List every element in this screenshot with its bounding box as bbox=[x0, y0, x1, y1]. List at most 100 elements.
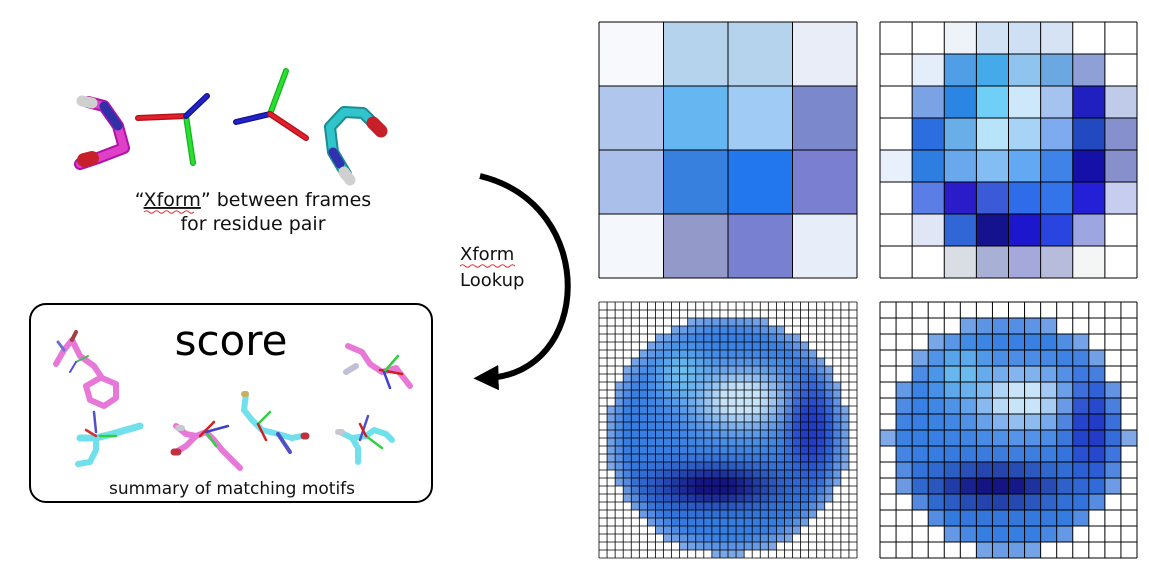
heatmap-cell bbox=[752, 318, 761, 326]
heatmap-cell bbox=[1088, 334, 1105, 350]
heatmap-cell bbox=[1008, 86, 1041, 118]
heatmap-cell bbox=[719, 422, 728, 430]
heatmap-cell bbox=[792, 470, 801, 478]
heatmap-cell bbox=[719, 550, 728, 558]
heatmap-cell bbox=[928, 494, 945, 510]
heatmap-cell bbox=[671, 430, 680, 438]
spellcheck-squiggle-1 bbox=[143, 210, 195, 214]
heatmap-cell bbox=[647, 326, 656, 334]
heatmap-cell bbox=[744, 366, 753, 374]
heatmap-cell bbox=[808, 398, 817, 406]
heatmap-cell bbox=[647, 486, 656, 494]
heatmap-cell bbox=[1072, 478, 1089, 494]
heatmap-cell bbox=[607, 446, 616, 454]
heatmap-cell bbox=[703, 470, 712, 478]
heatmap-cell bbox=[615, 382, 624, 390]
heatmap-cell bbox=[776, 406, 785, 414]
heatmap-cell bbox=[623, 494, 632, 502]
heatmap-cell bbox=[928, 398, 945, 414]
heatmap-cell bbox=[728, 518, 737, 526]
heatmap-cell bbox=[944, 214, 977, 246]
heatmap-cell bbox=[1040, 462, 1057, 478]
heatmap-cell bbox=[599, 342, 608, 350]
heatmap-cell bbox=[639, 486, 648, 494]
heatmap-cell bbox=[655, 326, 664, 334]
heatmap-cell bbox=[599, 430, 608, 438]
heatmap-cell bbox=[671, 454, 680, 462]
heatmap-cell bbox=[1056, 414, 1073, 430]
heatmap-cell bbox=[695, 334, 704, 342]
heatmap-cell bbox=[880, 510, 897, 526]
heatmap-cell bbox=[744, 398, 753, 406]
heatmap-cell bbox=[711, 462, 720, 470]
heatmap-cell bbox=[992, 318, 1009, 334]
heatmap-cell bbox=[912, 214, 945, 246]
heatmap-cell bbox=[728, 382, 737, 390]
heatmap-cell bbox=[1088, 302, 1105, 318]
heatmap-cell bbox=[776, 342, 785, 350]
heatmap-cell bbox=[768, 502, 777, 510]
heatmap-cell bbox=[599, 534, 608, 542]
heatmap-cell bbox=[744, 414, 753, 422]
heatmap-cell bbox=[599, 350, 608, 358]
heatmap-cell bbox=[776, 318, 785, 326]
heatmap-cell bbox=[992, 430, 1009, 446]
heatmap-cell bbox=[711, 310, 720, 318]
heatmap-cell bbox=[752, 462, 761, 470]
heatmap-cell bbox=[848, 302, 857, 310]
heatmap-cell bbox=[1008, 462, 1025, 478]
heatmap-cell bbox=[615, 462, 624, 470]
heatmap-cell bbox=[808, 542, 817, 550]
heatmap-cell bbox=[647, 542, 656, 550]
heatmap-cell bbox=[960, 382, 977, 398]
heatmap-cell bbox=[816, 550, 825, 558]
heatmap-cell bbox=[679, 318, 688, 326]
heatmap-cell bbox=[800, 550, 809, 558]
heatmap-cell bbox=[607, 350, 616, 358]
heatmap-cell bbox=[1072, 334, 1089, 350]
heatmap-cell bbox=[832, 350, 841, 358]
heatmap-cell bbox=[631, 398, 640, 406]
heatmap-cell bbox=[776, 494, 785, 502]
heatmap-cell bbox=[615, 438, 624, 446]
right-frame-axes bbox=[233, 68, 309, 141]
heatmap-cell bbox=[1104, 22, 1138, 54]
heatmap-cell bbox=[1008, 366, 1025, 382]
heatmap-cell bbox=[776, 310, 785, 318]
heatmap-cell bbox=[655, 310, 664, 318]
heatmap-cell bbox=[639, 478, 648, 486]
heatmap-cell bbox=[824, 422, 833, 430]
heatmap-cell bbox=[728, 446, 737, 454]
heatmap-cell bbox=[623, 510, 632, 518]
heatmap-cell bbox=[687, 334, 696, 342]
heatmap-cell bbox=[824, 414, 833, 422]
heatmap-cell bbox=[832, 326, 841, 334]
heatmap-cell bbox=[599, 366, 608, 374]
heatmap-cell bbox=[992, 334, 1009, 350]
heatmap-cell bbox=[703, 454, 712, 462]
heatmap-cell bbox=[816, 342, 825, 350]
heatmap-cell bbox=[695, 422, 704, 430]
heatmap-cell bbox=[824, 494, 833, 502]
heatmap-cell bbox=[1104, 246, 1138, 278]
heatmap-cell bbox=[896, 526, 913, 542]
heatmap-cell bbox=[880, 414, 897, 430]
heatmap-cell bbox=[776, 470, 785, 478]
heatmap-cell bbox=[896, 334, 913, 350]
heatmap-cell bbox=[679, 470, 688, 478]
heatmap-cell bbox=[711, 542, 720, 550]
heatmap-cell bbox=[880, 526, 897, 542]
heatmap-cell bbox=[744, 438, 753, 446]
heatmap-cell bbox=[744, 462, 753, 470]
heatmap-cell bbox=[976, 526, 993, 542]
heatmap-cell bbox=[840, 526, 849, 534]
heatmap-cell bbox=[1104, 462, 1121, 478]
heatmap-cell bbox=[711, 358, 720, 366]
heatmap-cell bbox=[832, 534, 841, 542]
heatmap-cell bbox=[703, 326, 712, 334]
heatmap-cell bbox=[816, 382, 825, 390]
heatmap-cell bbox=[615, 390, 624, 398]
heatmap-cell bbox=[776, 398, 785, 406]
heatmap-cell bbox=[944, 430, 961, 446]
